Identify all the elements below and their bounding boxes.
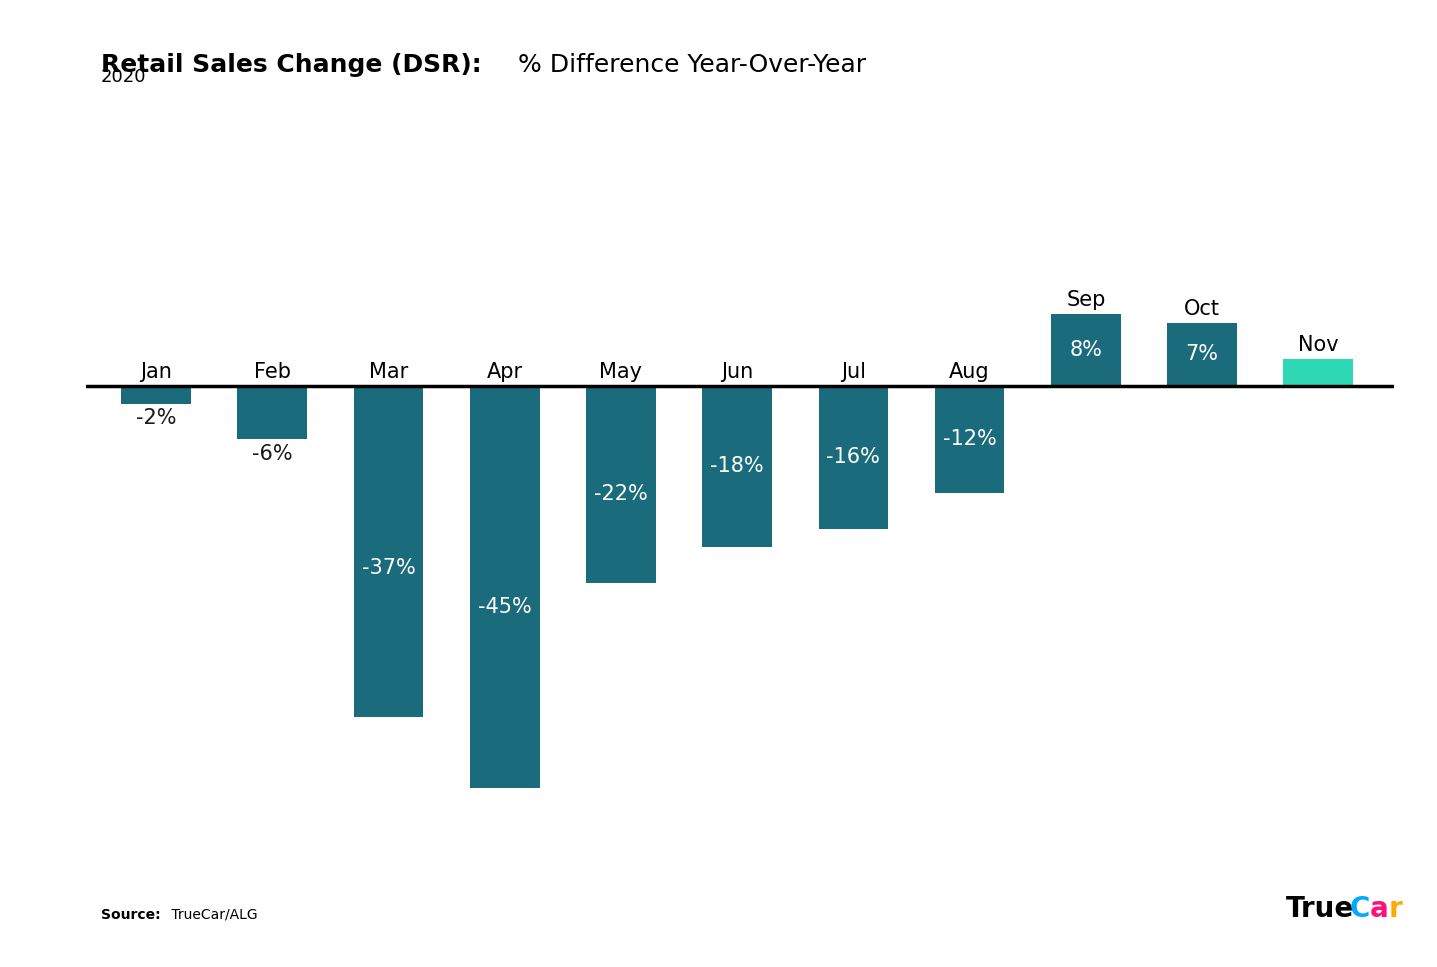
Text: Mar: Mar (369, 362, 408, 382)
Text: Aug: Aug (950, 362, 990, 382)
Bar (354, 386, 424, 717)
Text: Apr: Apr (487, 362, 523, 382)
Text: -12%: -12% (943, 429, 996, 450)
Text: -18%: -18% (710, 456, 764, 476)
Bar (470, 386, 539, 788)
Text: Nov: Nov (1298, 336, 1339, 355)
Text: Jan: Jan (139, 362, 172, 382)
Text: Retail Sales Change (DSR):: Retail Sales Change (DSR): (101, 53, 481, 77)
Bar (1050, 314, 1121, 386)
Text: TrueCar/ALG: TrueCar/ALG (167, 908, 257, 922)
Text: C: C (1349, 895, 1369, 923)
Bar (1167, 323, 1237, 386)
Bar (121, 386, 191, 403)
Text: -37%: -37% (362, 558, 415, 577)
Bar (819, 386, 888, 529)
Text: -16%: -16% (826, 447, 881, 467)
Text: -22%: -22% (593, 484, 648, 504)
Bar (703, 386, 772, 546)
Bar (934, 386, 1004, 493)
Text: 7%: 7% (1186, 344, 1219, 365)
Text: -2%: -2% (135, 408, 177, 428)
Text: May: May (599, 362, 642, 382)
Bar (586, 386, 655, 582)
Text: % Difference Year-Over-Year: % Difference Year-Over-Year (510, 53, 867, 77)
Text: Source:: Source: (101, 908, 160, 922)
Text: Jul: Jul (841, 362, 867, 382)
Text: r: r (1388, 895, 1403, 923)
Text: Jun: Jun (721, 362, 753, 382)
Text: Oct: Oct (1184, 300, 1220, 319)
Text: -6%: -6% (251, 444, 293, 464)
Text: 3%: 3% (1302, 363, 1335, 382)
Text: Sep: Sep (1066, 290, 1105, 310)
Bar (237, 386, 308, 439)
Text: -45%: -45% (477, 597, 532, 617)
Text: 8%: 8% (1069, 339, 1102, 360)
Text: Feb: Feb (254, 362, 290, 382)
Text: a: a (1369, 895, 1388, 923)
Text: True: True (1286, 895, 1354, 923)
Text: 2020: 2020 (101, 68, 147, 86)
Bar (1283, 359, 1354, 386)
